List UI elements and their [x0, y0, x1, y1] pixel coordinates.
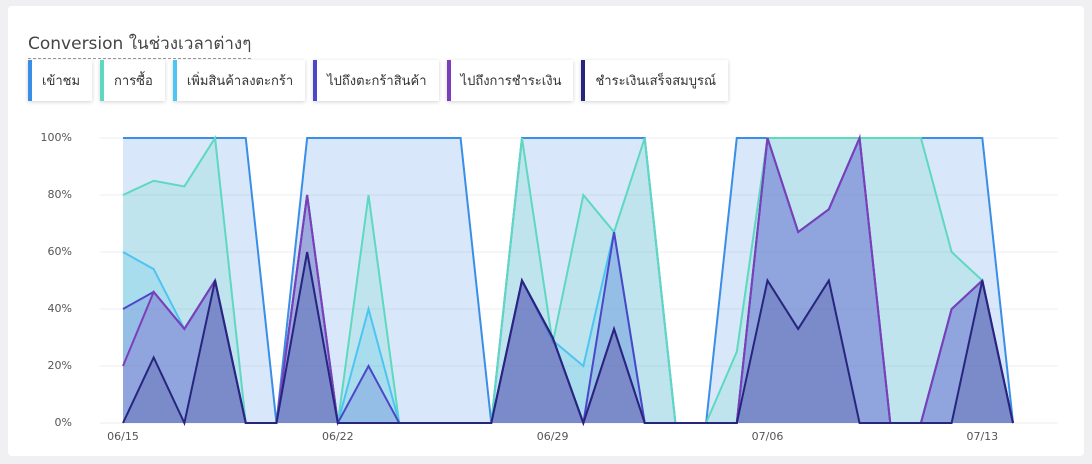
y-tick-label: 80% — [48, 188, 72, 201]
y-tick-label: 60% — [48, 245, 72, 258]
legend: เข้าชม การซื้อ เพิ่มสินค้าลงตะกร้า ไปถึงตะก… — [28, 60, 729, 101]
y-tick-label: 40% — [48, 302, 72, 315]
x-tick-label: 07/06 — [752, 430, 784, 443]
x-tick-label: 06/29 — [537, 430, 569, 443]
line — [122, 251, 1014, 427]
chart-title: Conversion ในช่วงเวลาต่างๆ — [28, 30, 252, 59]
x-tick-label: 07/13 — [966, 430, 998, 443]
legend-item[interactable]: การซื้อ — [100, 60, 165, 101]
legend-item[interactable]: ชำระเงินเสร็จสมบูรณ์ — [581, 60, 729, 101]
card: Conversion ในช่วงเวลาต่างๆ เข้าชม การซื้อ… — [8, 6, 1084, 456]
legend-item[interactable]: เพิ่มสินค้าลงตะกร้า — [172, 60, 306, 101]
y-tick-label: 20% — [48, 359, 72, 372]
area — [123, 252, 1013, 423]
legend-item[interactable]: เข้าชม — [28, 60, 93, 101]
x-tick-label: 06/22 — [322, 430, 354, 443]
legend-item[interactable]: ไปถึงตะกร้าสินค้า — [313, 60, 439, 101]
y-tick-label: 100% — [41, 131, 72, 144]
legend-item[interactable]: ไปถึงการชำระเงิน — [446, 60, 574, 101]
x-tick-label: 06/15 — [107, 430, 139, 443]
y-tick-label: 0% — [55, 416, 72, 429]
